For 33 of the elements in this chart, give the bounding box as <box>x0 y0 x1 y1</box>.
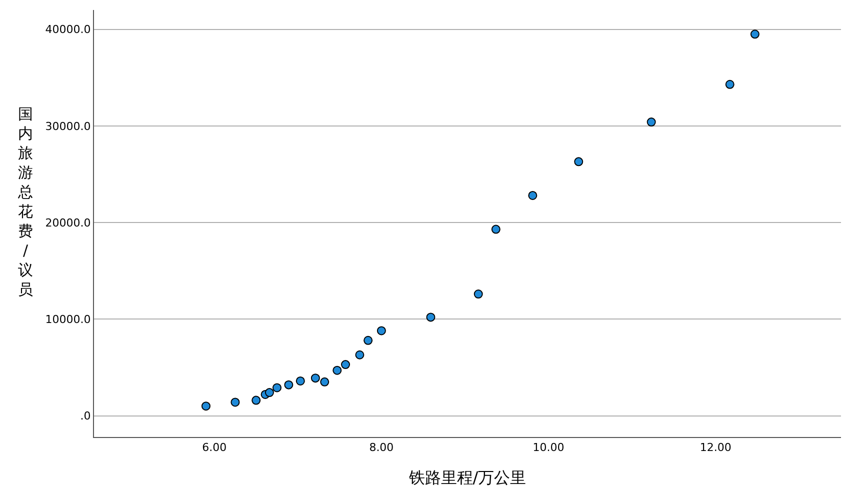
point <box>332 366 342 375</box>
point <box>725 80 734 89</box>
point <box>528 190 538 200</box>
point <box>272 383 282 392</box>
x-tick-label: 10.00 <box>532 441 564 454</box>
y-tick-label: 30000.0 <box>45 120 91 133</box>
point <box>474 290 483 299</box>
x-tick-label: 6.00 <box>202 441 227 454</box>
point <box>646 118 656 127</box>
point <box>296 376 305 386</box>
y-tick-label: 40000.0 <box>45 23 91 36</box>
point <box>491 224 500 234</box>
point <box>252 396 261 405</box>
point <box>320 377 330 386</box>
point <box>230 398 240 407</box>
point <box>750 30 760 39</box>
y-tick-label: 20000.0 <box>45 216 91 230</box>
point <box>426 312 436 322</box>
text: 国内旅游总花费/议员 <box>18 105 33 298</box>
point <box>364 336 373 345</box>
point <box>264 388 274 398</box>
y-tick-label: 10000.0 <box>45 312 91 326</box>
x-tick-label: 8.00 <box>369 441 394 454</box>
point <box>355 350 364 360</box>
point <box>341 360 350 370</box>
y-tick-label: .0 <box>80 410 91 423</box>
point <box>376 326 386 336</box>
point <box>574 157 584 166</box>
point <box>310 374 320 383</box>
x-axis-title: 铁路里程/万公里 <box>408 468 526 487</box>
x-tick-label: 12.00 <box>700 441 732 454</box>
point <box>201 402 210 411</box>
point <box>284 380 294 390</box>
